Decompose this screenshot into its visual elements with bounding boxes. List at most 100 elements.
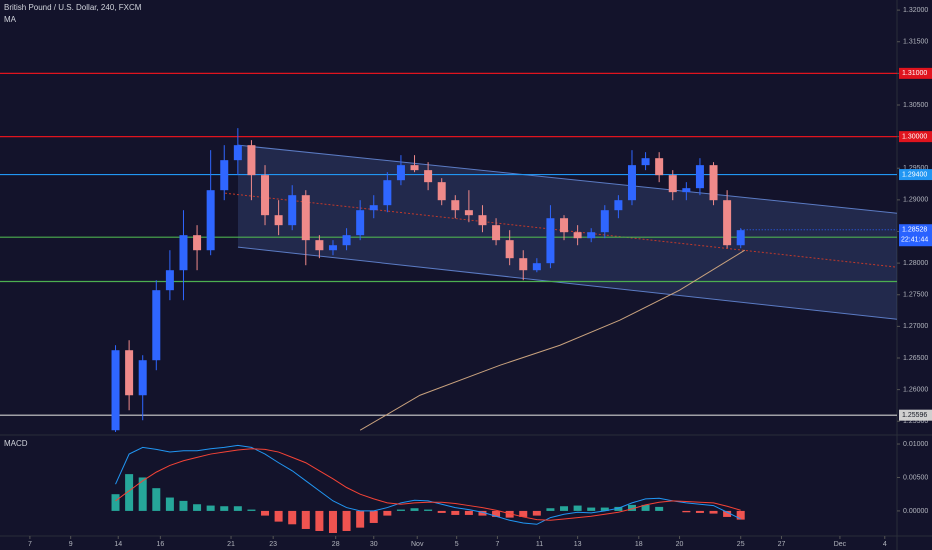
candle-body	[138, 360, 147, 396]
candle-body	[451, 200, 460, 211]
histogram-bar	[424, 509, 433, 511]
histogram-bar	[614, 506, 623, 511]
histogram-bar	[165, 497, 174, 511]
x-tick-label: 25	[737, 541, 745, 548]
x-tick-label: 28	[332, 541, 340, 548]
histogram-bar	[356, 510, 365, 528]
y-tick-label: 1.31500	[903, 39, 928, 46]
histogram-bar	[369, 510, 378, 523]
candle-body	[695, 165, 704, 189]
candle-body	[315, 240, 324, 251]
candle-body	[356, 210, 365, 236]
histogram-bar	[682, 510, 691, 513]
candle-body	[111, 350, 120, 431]
histogram-bar	[315, 510, 324, 531]
x-tick-label: 20	[676, 541, 684, 548]
histogram-bar	[573, 505, 582, 511]
candle-body	[261, 175, 270, 216]
histogram-bar	[600, 507, 609, 511]
price-label: 1.25596	[902, 412, 927, 419]
x-tick-label: Nov	[411, 541, 424, 548]
candle-body	[723, 200, 732, 246]
candle-body	[560, 218, 569, 233]
histogram-bar	[383, 510, 392, 516]
histogram-bar	[641, 504, 650, 511]
candle-body	[614, 200, 623, 211]
candle-body	[641, 158, 650, 166]
histogram-bar	[709, 510, 718, 514]
candle-body	[682, 188, 691, 193]
histogram-bar	[206, 505, 215, 511]
histogram-bar	[396, 509, 405, 511]
y-tick-label: 1.26500	[903, 355, 928, 362]
x-tick-label: 14	[114, 541, 122, 548]
macd-title: MACD	[4, 439, 28, 448]
candle-body	[152, 290, 161, 361]
x-tick-label: Dec	[834, 541, 847, 548]
y-tick-label: 1.26000	[903, 386, 928, 393]
candle-body	[627, 165, 636, 201]
channel-fill	[237, 145, 897, 320]
histogram-bar	[519, 510, 528, 517]
x-tick-label: 18	[635, 541, 643, 548]
histogram-bar	[546, 508, 555, 511]
last-price-label: 1.28528	[902, 227, 927, 234]
y-tick-label: 1.32000	[903, 7, 928, 14]
histogram-bar	[655, 506, 664, 511]
histogram-bar	[410, 508, 419, 511]
macd-line	[115, 448, 741, 521]
channel-upper	[237, 144, 897, 214]
histogram-bar	[247, 509, 256, 511]
countdown-label: 22:41:44	[901, 237, 928, 244]
candle-body	[655, 158, 664, 176]
histogram-bar	[723, 510, 732, 517]
x-tick-label: 30	[370, 541, 378, 548]
candle-body	[369, 205, 378, 211]
candle-body	[125, 350, 134, 396]
candle-body	[247, 145, 256, 176]
y-tick-label: 1.27000	[903, 323, 928, 330]
histogram-bar	[342, 510, 351, 531]
candle-body	[573, 232, 582, 239]
histogram-bar	[125, 474, 134, 511]
candle-body	[328, 245, 337, 251]
price-label-box	[899, 131, 932, 143]
channel-lower	[237, 246, 897, 320]
candle-body	[464, 210, 473, 216]
candle-body	[532, 263, 541, 271]
histogram-bar	[492, 510, 501, 517]
candle-body	[288, 195, 297, 226]
histogram-bar	[464, 510, 473, 515]
x-tick-label: 7	[495, 541, 499, 548]
candle-body	[179, 235, 188, 271]
candle-body	[437, 182, 446, 201]
chart-title: British Pound / U.S. Dollar, 240, FXCM	[4, 3, 142, 12]
candle-body	[492, 225, 501, 241]
histogram-bar	[532, 510, 541, 516]
price-label-box	[899, 169, 932, 181]
histogram-bar	[274, 510, 283, 522]
x-tick-label: 7	[28, 541, 32, 548]
histogram-bar	[695, 510, 704, 513]
candle-body	[546, 218, 555, 264]
price-label-box	[899, 67, 932, 79]
candle-body	[600, 210, 609, 233]
y-tick-label: 1.25500	[903, 418, 928, 425]
moving-average	[359, 249, 746, 431]
x-tick-label: 16	[156, 541, 164, 548]
histogram-bar	[587, 507, 596, 511]
candle-body	[342, 235, 351, 246]
candle-body	[709, 165, 718, 201]
histogram-bar	[111, 494, 120, 511]
histogram-bar	[505, 510, 514, 518]
candle-body	[301, 195, 310, 241]
x-tick-label: 9	[69, 541, 73, 548]
y-tick-label: 1.28000	[903, 260, 928, 267]
histogram-bar	[451, 510, 460, 515]
histogram-bar	[328, 510, 337, 533]
x-tick-label: 13	[574, 541, 582, 548]
candle-body	[424, 170, 433, 183]
histogram-bar	[301, 510, 310, 529]
candle-body	[410, 165, 419, 171]
